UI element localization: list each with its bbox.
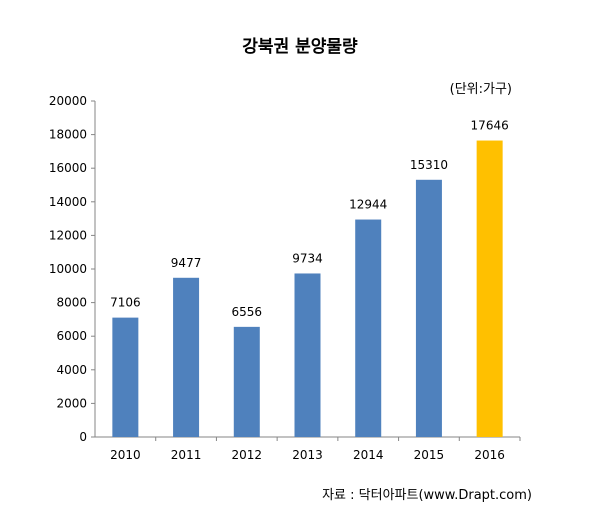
x-tick-label: 2010 [110,448,141,462]
data-label-2015: 15310 [410,158,448,172]
bar-2016 [476,140,503,438]
data-label-2016: 17646 [471,119,509,133]
data-label-2014: 12944 [349,198,387,212]
y-tick-label: 8000 [56,296,87,310]
x-tick-label: 2012 [232,448,263,462]
data-label-2013: 9734 [292,251,323,265]
bar-2015 [415,179,442,438]
x-tick-label: 2011 [171,448,202,462]
y-tick-label: 12000 [49,228,87,242]
bar-2014 [355,219,382,437]
y-tick-label: 6000 [56,329,87,343]
unit-note: (단위:가구) [449,82,512,97]
bar-2013 [294,273,321,437]
data-label-2012: 6556 [232,305,263,319]
x-tick-label: 2014 [353,448,384,462]
data-label-2011: 9477 [171,256,202,270]
y-tick-label: 14000 [49,195,87,209]
x-tick-label: 2013 [292,448,323,462]
chart-title: 강북권 분양물량 [242,37,358,57]
bar-2010 [112,317,139,437]
y-tick-label: 2000 [56,396,87,410]
y-tick-label: 16000 [49,161,87,175]
data-label-2010: 7106 [110,296,141,310]
y-tick-label: 18000 [49,128,87,142]
x-tick-label: 2015 [414,448,445,462]
y-tick-label: 4000 [56,363,87,377]
y-tick-label: 20000 [49,94,87,108]
y-tick-label: 10000 [49,262,87,276]
bar-2012 [233,326,260,437]
source-note: 자료 : 닥터아파트(www.Drapt.com) [322,488,532,503]
bar-2011 [173,277,200,437]
y-tick-label: 0 [79,430,87,444]
x-tick-label: 2016 [474,448,505,462]
